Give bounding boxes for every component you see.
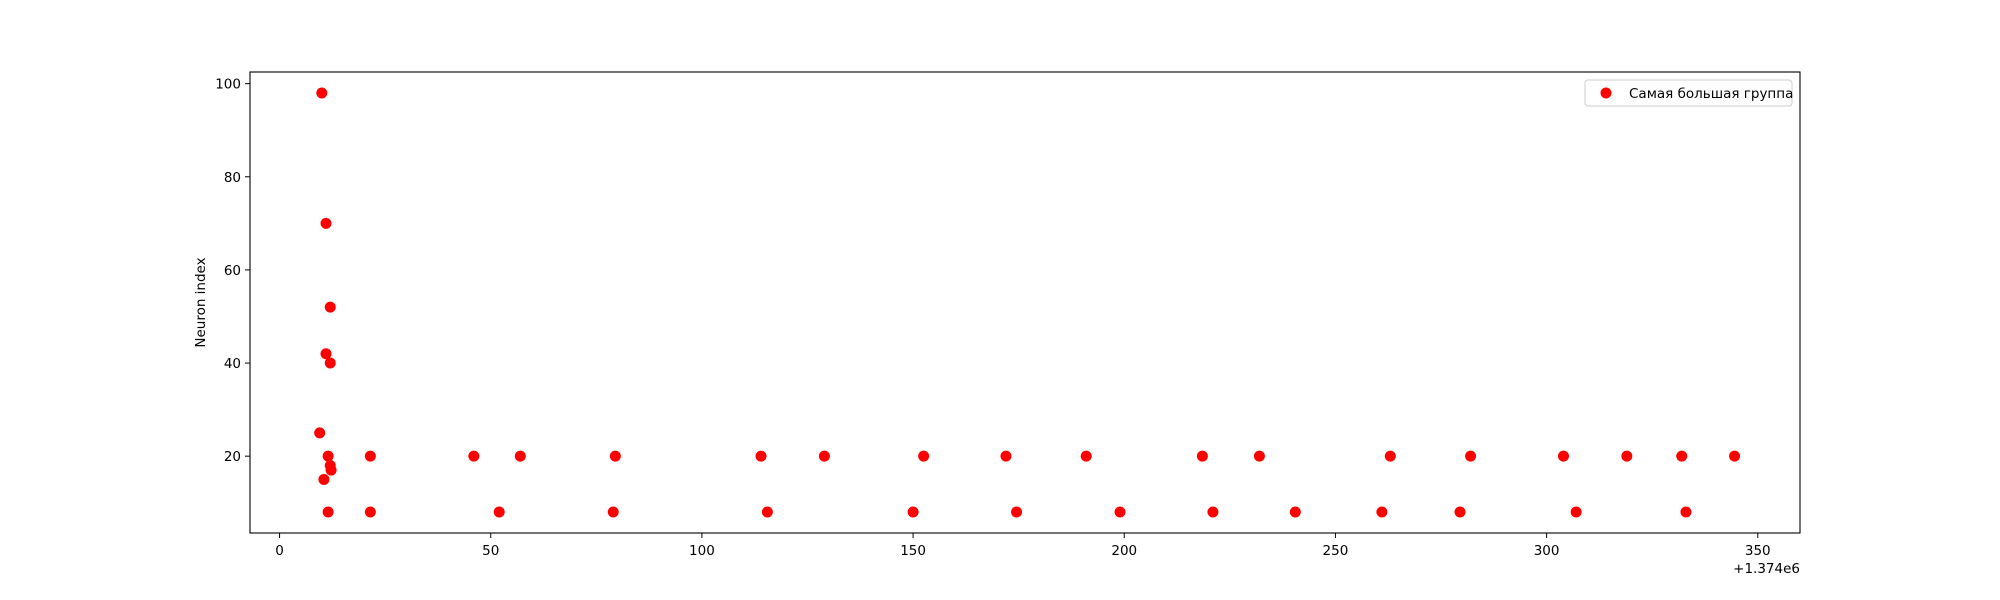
legend-box [1584,79,1793,107]
data-point [1676,450,1688,462]
legend-marker [1600,87,1612,99]
data-point [318,473,330,485]
y-axis-label: Neuron index [193,257,209,347]
data-points [314,87,1741,518]
y-tick-label: 100 [215,77,241,93]
x-tick-label: 50 [482,543,499,559]
y-axis-ticks: 20 40 60 80 100 [215,77,250,465]
data-point [1207,506,1219,518]
data-point [514,450,526,462]
y-tick-label: 20 [224,449,241,465]
x-tick-label: 250 [1323,543,1349,559]
data-point [1196,450,1208,462]
y-tick-label: 60 [224,263,241,279]
data-point [1729,450,1741,462]
data-point [1384,450,1396,462]
x-tick-label: 350 [1745,543,1771,559]
data-point [1454,506,1466,518]
data-point [755,450,767,462]
x-tick-label: 150 [900,543,926,559]
data-point [324,357,336,369]
x-axis-offset-label: +1.374e6 [1733,561,1800,577]
data-point [320,217,332,229]
data-point [324,301,336,313]
data-point [325,464,337,476]
data-point [907,506,919,518]
plot-frame [249,71,1801,534]
data-point [320,348,332,360]
data-point [1253,450,1265,462]
data-point [1000,450,1012,462]
y-tick-label: 40 [224,356,241,372]
data-point [468,450,480,462]
data-point [1114,506,1126,518]
data-point [316,87,328,99]
x-tick-label: 100 [689,543,715,559]
x-axis-ticks: 0 50 100 150 200 250 300 350 [275,533,1771,559]
legend: Самая большая группа [1584,79,1793,107]
data-point [818,450,830,462]
y-tick-label: 80 [224,170,241,186]
data-point [1011,506,1023,518]
data-point [1557,450,1569,462]
data-point [1289,506,1301,518]
data-point [918,450,930,462]
data-point [1680,506,1692,518]
legend-label: Самая большая группа [1629,86,1793,102]
data-point [322,450,334,462]
x-tick-label: 0 [275,543,284,559]
data-point [1376,506,1388,518]
data-point [609,450,621,462]
data-point [322,506,334,518]
data-point [364,450,376,462]
data-point [493,506,505,518]
data-point [1621,450,1633,462]
data-point [1080,450,1092,462]
data-point [364,506,376,518]
data-point [1465,450,1477,462]
data-point [1570,506,1582,518]
data-point [761,506,773,518]
x-tick-label: 300 [1534,543,1560,559]
data-point [607,506,619,518]
data-point [314,427,326,439]
x-tick-label: 200 [1111,543,1137,559]
